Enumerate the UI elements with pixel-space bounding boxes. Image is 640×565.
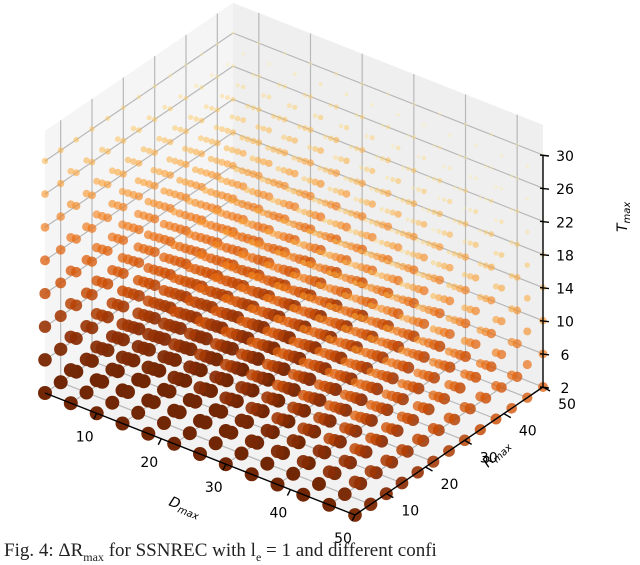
x-tick-label: 50 — [334, 531, 352, 547]
y-axis-label: Rmax — [480, 437, 515, 472]
z-tick-label: 6 — [561, 348, 570, 364]
y-tick-label: 20 — [441, 477, 459, 493]
x-tick-label: 30 — [205, 480, 223, 496]
z-tick-label: 22 — [556, 215, 574, 231]
z-tick-label: 10 — [556, 315, 574, 331]
x-axis-label: Dmax — [166, 494, 203, 523]
z-tick-label: 26 — [556, 182, 574, 198]
x-tick-label: 40 — [269, 506, 287, 522]
z-tick-label: 2 — [561, 381, 570, 397]
data-points — [38, 31, 548, 522]
y-tick-label: 50 — [558, 397, 576, 413]
y-tick-label: 30 — [480, 450, 498, 466]
figure-caption: Fig. 4: ΔRmax for SSNREC with le = 1 and… — [4, 540, 437, 564]
z-tick-label: 18 — [556, 248, 574, 264]
x-tick-label: 20 — [140, 455, 158, 471]
z-axis-label: Tmax — [615, 202, 633, 232]
x-tick-label: 10 — [76, 429, 94, 445]
y-tick-label: 40 — [519, 424, 537, 440]
z-tick-label: 14 — [556, 282, 574, 298]
z-tick-label: 30 — [556, 149, 574, 165]
axis-lines — [44, 154, 551, 522]
y-tick-label: 10 — [401, 504, 419, 520]
